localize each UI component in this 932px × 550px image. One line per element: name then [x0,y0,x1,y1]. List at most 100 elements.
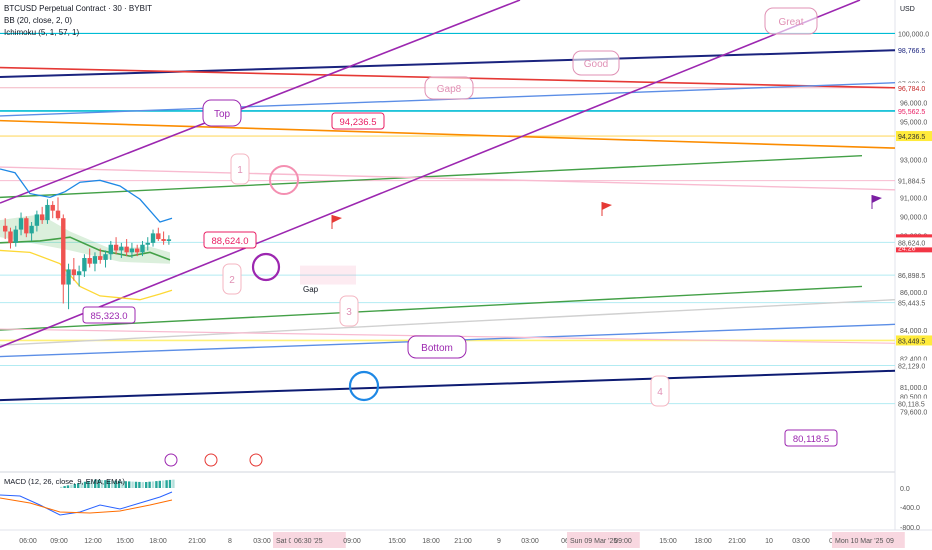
candle-body [50,204,55,211]
price-tag: 95,562.5 [898,109,925,116]
macd-histogram-bar [128,481,131,488]
number-tag: 1 [237,165,243,176]
macd-histogram-bar [87,481,90,488]
trend-line [0,0,861,348]
macd-histogram-bar [172,479,175,488]
macd-histogram-bar [121,481,124,488]
macd-histogram-bar [145,482,148,488]
price-tick-label: 86,000.0 [900,290,927,297]
candle-body [82,258,87,272]
label-good: Good [584,59,608,70]
number-tag-frame [650,375,670,407]
time-tick-label: 03:00 [792,538,810,545]
price-tag-bg [896,297,932,308]
macd-histogram-bar [90,480,93,488]
bb-indicator-label[interactable]: BB (20, close, 2, 0) [4,16,73,25]
macd-histogram-bar [100,479,104,488]
price-tick-label: 80,500.0 [900,394,927,401]
time-tick-label: 21:00 [728,538,746,545]
macd-histogram-bar [138,481,141,488]
macd-histogram-bar [165,480,168,488]
price-tag: 85,443.5 [898,301,925,308]
price-tag-bg [896,45,932,56]
neutral-face-icon [251,252,281,282]
callout-94236: 94,236.5 [340,117,377,128]
candle-body [87,258,92,264]
flag-icon [332,215,342,223]
macd-histogram-bar [151,481,155,488]
price-tag: 80,118.5 [898,402,925,409]
candle-body [135,248,140,253]
macd-histogram-bar [83,481,87,488]
price-tick-label: 93,000.0 [900,157,927,164]
event-icon [204,453,218,467]
callout-80118-frame [784,429,838,447]
label-good-frame [572,50,620,76]
macd-histogram-bar [168,479,172,488]
candle-body [24,218,29,234]
label-top: Top [214,109,231,120]
price-tick-label: 96,000.0 [900,101,927,108]
price-tag: 91,884.5 [898,179,925,186]
macd-histogram-bar [134,481,138,488]
candle-body [29,225,34,234]
price-tag: 96,784.0 [898,86,925,93]
bb-upper-band [0,168,173,223]
price-tag: 88,624.0 [898,240,925,247]
price-tag: 94,236.5 [898,134,925,141]
macd-label[interactable]: MACD (12, 26, close, 9, EMA, EMA) [4,477,125,486]
candle-body [129,248,135,253]
price-tick-label: 81,000.0 [900,385,927,392]
time-tick-label: 8 [228,538,232,545]
candle-body [45,204,50,221]
macd-histogram-bar [66,485,70,488]
gap-zone [300,265,356,285]
price-tag: 86,898.5 [898,273,925,280]
macd-histogram-bar [124,481,127,488]
price-tag-bg [896,82,932,93]
trend-line [0,154,863,199]
macd-tick-label: -800.0 [900,525,920,532]
candle-body [103,254,108,260]
candle-body [39,214,45,221]
time-highlight-bg [832,532,905,548]
price-tag-bg [896,360,932,371]
time-tick-label: 21:00 [188,538,206,545]
flag-icon [602,202,612,210]
callout-85323-frame [82,306,136,324]
trend-line [0,166,896,191]
time-tick-label: 18:00 [694,538,712,545]
label-gap: Gap [303,285,319,294]
macd-tick-label: -400.0 [900,505,920,512]
candle-body [124,246,129,253]
time-highlight-bg [567,532,640,548]
macd-histogram-bar [148,481,151,488]
macd-histogram-bar [77,483,80,488]
trend-line [0,0,521,204]
currency-label: USD [900,6,915,13]
ichimoku-indicator-label[interactable]: Ichimoku (5, 1, 57, 1) [4,28,80,37]
time-tick-label: 10 [765,538,773,545]
time-tick-label: 09:00 [50,538,68,545]
time-tick-label: 06:00 [19,538,37,545]
label-top-frame [202,99,242,127]
symbol-title[interactable]: BTCUSD Perpetual Contract · 30 · BYBIT [4,4,153,13]
macd-histogram-bar [117,480,121,488]
time-tick-label: 15:00 [388,538,406,545]
price-tag: 82,129.0 [898,363,925,370]
time-tick-label: 03:00 [521,538,539,545]
candle-body [98,256,103,260]
price-tag-bg [896,398,932,409]
macd-histogram-bar [104,480,107,488]
time-tick-label: 21:00 [454,538,472,545]
candle-body [108,244,113,255]
event-icon [164,453,178,467]
callout-80118: 80,118.5 [793,434,829,445]
time-tick-label: 06 [561,538,569,545]
time-tick-label: 09:00 [343,538,361,545]
macd-histogram-bar [107,480,110,488]
time-tick-label: 15:00 [116,538,134,545]
candle-body [61,218,66,285]
